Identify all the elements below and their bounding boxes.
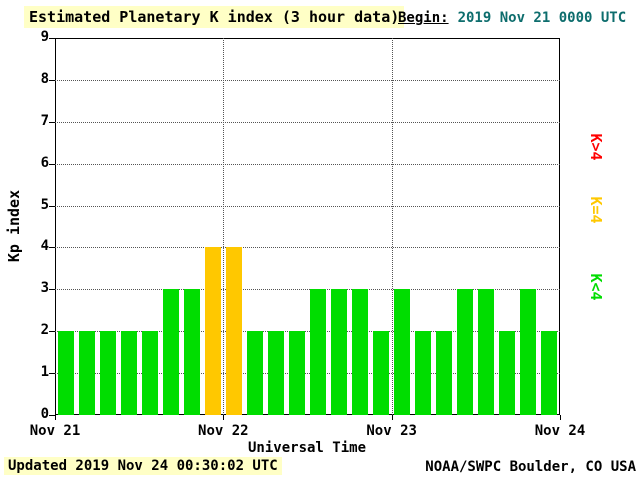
kp-bar — [246, 331, 263, 415]
gridline-horizontal — [55, 79, 560, 81]
legend-k-lt-4: K<4 — [587, 273, 605, 301]
x-tick-label: Nov 23 — [366, 423, 417, 439]
y-axis-tick — [49, 38, 55, 39]
y-axis-tick — [49, 205, 55, 207]
gridline-horizontal — [55, 289, 560, 291]
kp-bar — [141, 331, 158, 415]
kp-bar — [204, 247, 221, 415]
gridline-horizontal — [55, 163, 560, 165]
kp-bar — [57, 331, 74, 415]
y-tick-label: 6 — [40, 154, 49, 171]
y-axis-tick — [49, 79, 55, 81]
kp-bar — [436, 331, 453, 415]
legend-k-gt-4: K>4 — [587, 133, 605, 161]
x-tick-label: Nov 22 — [198, 423, 249, 439]
kp-bar — [162, 289, 179, 415]
gridline-horizontal — [55, 331, 560, 333]
y-tick-label: 3 — [40, 280, 49, 297]
gridline-vertical — [391, 38, 393, 415]
kp-bar — [120, 331, 137, 415]
gridline-horizontal — [55, 247, 560, 249]
kp-bar — [225, 247, 242, 415]
kp-bar — [78, 331, 95, 415]
x-axis-tick — [55, 415, 56, 420]
kp-bar — [99, 331, 116, 415]
y-axis-tick — [49, 373, 55, 375]
chart-title: Estimated Planetary K index (3 hour data… — [24, 6, 405, 28]
y-tick-label: 1 — [40, 364, 49, 381]
kp-bar — [352, 289, 369, 415]
y-axis-tick — [49, 415, 55, 416]
credit-text: NOAA/SWPC Boulder, CO USA — [425, 459, 636, 475]
x-axis-tick — [223, 415, 225, 420]
kp-bar — [478, 289, 495, 415]
y-tick-label: 9 — [40, 29, 49, 45]
begin-label: Begin: — [398, 10, 449, 26]
y-axis-tick — [49, 247, 55, 249]
y-tick-label: 0 — [40, 406, 49, 422]
kp-bar — [267, 331, 284, 415]
x-tick-label: Nov 21 — [29, 423, 81, 439]
x-axis-tick — [560, 415, 561, 420]
updated-timestamp: Updated 2019 Nov 24 00:30:02 UTC — [4, 457, 282, 475]
kp-bar — [373, 331, 390, 415]
kp-bar — [183, 289, 200, 415]
y-tick-label: 8 — [40, 70, 49, 87]
gridline-horizontal — [55, 373, 560, 375]
kp-bar — [394, 289, 411, 415]
y-axis-tick — [49, 289, 55, 291]
gridline-vertical — [223, 38, 225, 415]
plot-area — [55, 38, 560, 415]
kp-bar — [520, 289, 537, 415]
begin-value: 2019 Nov 21 0000 UTC — [457, 10, 627, 26]
y-tick-label: 7 — [40, 112, 49, 129]
gridline-horizontal — [55, 121, 560, 123]
y-axis-tick — [49, 121, 55, 123]
kp-bar — [541, 331, 558, 415]
gridline-horizontal — [55, 205, 560, 207]
kp-bar — [415, 331, 432, 415]
y-axis-tick — [49, 163, 55, 165]
x-axis-label: Universal Time — [247, 440, 367, 456]
kp-bar — [457, 289, 474, 415]
y-axis-tick — [49, 331, 55, 333]
kp-bar — [310, 289, 326, 415]
kp-bar — [331, 289, 348, 415]
y-tick-label: 5 — [40, 196, 49, 213]
x-tick-label: Nov 24 — [534, 423, 586, 439]
begin-block: Begin: 2019 Nov 21 0000 UTC — [398, 10, 626, 26]
y-tick-label: 2 — [40, 322, 49, 339]
kp-bar — [499, 331, 516, 415]
kp-bar — [288, 331, 305, 415]
x-axis-tick — [391, 415, 393, 420]
y-tick-label: 4 — [40, 238, 49, 255]
legend-k-eq-4: K=4 — [587, 196, 605, 224]
